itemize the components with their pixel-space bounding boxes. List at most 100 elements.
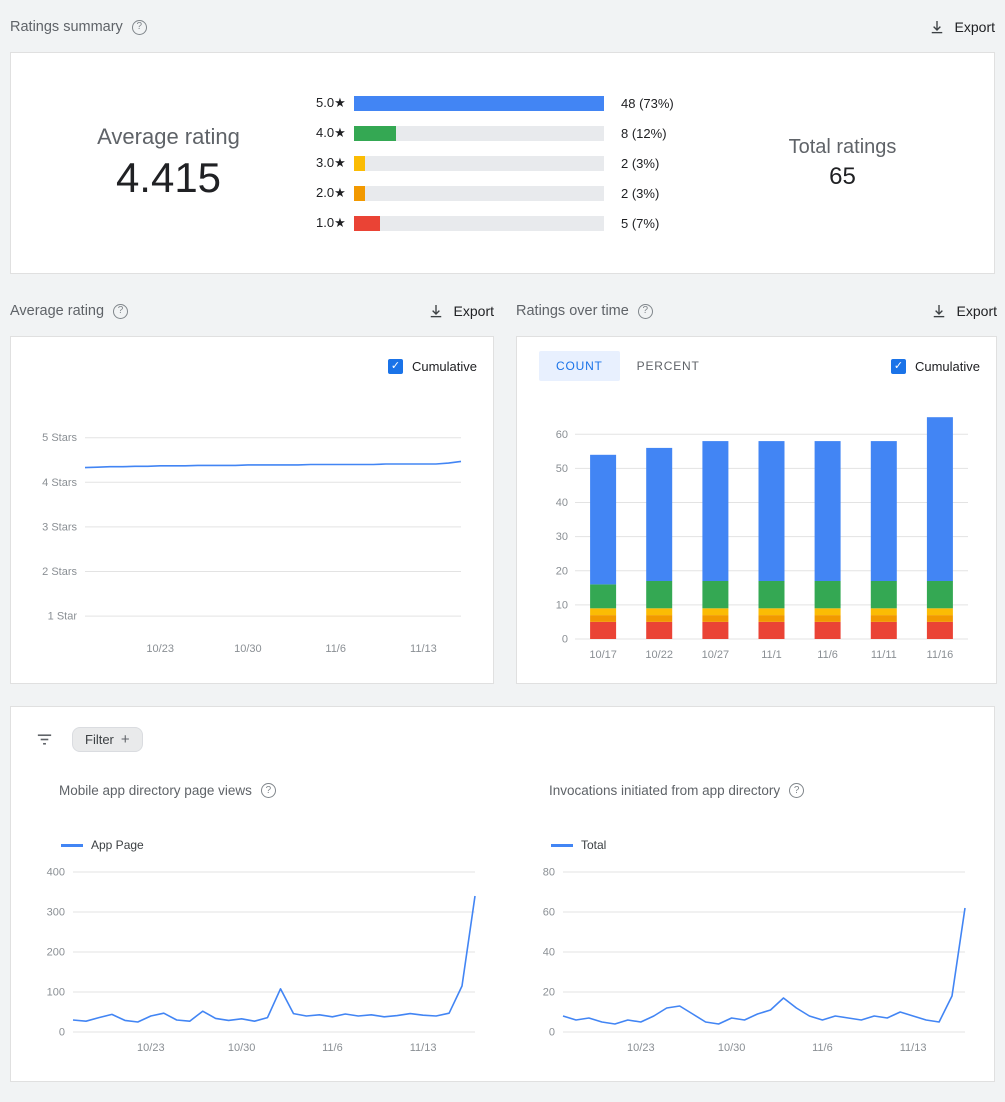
help-icon[interactable]: ?: [789, 783, 805, 798]
svg-text:11/16: 11/16: [927, 649, 954, 661]
cumulative-checkbox[interactable]: ✓ Cumulative: [387, 358, 477, 374]
export-ratings-summary-button[interactable]: Export: [928, 18, 995, 36]
rating-bar-fill: [354, 155, 365, 171]
export-average-rating-button[interactable]: Export: [427, 302, 494, 320]
svg-text:10: 10: [556, 599, 568, 611]
help-icon[interactable]: ?: [113, 303, 129, 319]
directory-usage-card: Filter + Mobile app directory page views…: [10, 706, 995, 1082]
ratings-over-time-column: Ratings over time ? Export COUNT: [516, 274, 997, 684]
svg-text:60: 60: [543, 907, 555, 919]
svg-text:3 Stars: 3 Stars: [42, 521, 77, 533]
average-rating-title: Average rating: [10, 303, 105, 319]
cumulative-checkbox[interactable]: ✓ Cumulative: [890, 358, 980, 374]
svg-text:10/23: 10/23: [627, 1042, 655, 1054]
export-label: Export: [453, 303, 494, 319]
export-label: Export: [954, 19, 995, 35]
charts-row: Average rating ? Export ✓ Cumula: [10, 274, 997, 684]
svg-text:20: 20: [543, 987, 555, 999]
ratings-over-time-card: COUNT PERCENT ✓ Cumulative 0 10 20 30 40 50 60…: [516, 336, 997, 684]
rating-bar-row: 4.0★ 8 (12%): [316, 118, 701, 148]
rating-bar-track: [354, 125, 604, 141]
rating-bar-fill: [354, 95, 604, 111]
ratings-over-time-title-group: Ratings over time ?: [516, 303, 653, 319]
download-icon: [928, 18, 946, 36]
rating-bar-row: 1.0★ 5 (7%): [316, 208, 701, 238]
checkbox-checked-icon: ✓: [387, 358, 403, 374]
average-rating-title-group: Average rating ?: [10, 303, 129, 319]
legend-label: Total: [581, 838, 607, 852]
svg-text:11/13: 11/13: [410, 1042, 437, 1054]
svg-text:11/6: 11/6: [322, 1042, 343, 1054]
tab-count[interactable]: COUNT: [539, 351, 620, 381]
ratings-summary-card: Average rating 4.415 5.0★ 48 (73%) 4.0★ 8 (…: [10, 52, 995, 274]
export-ratings-over-time-button[interactable]: Export: [930, 302, 997, 320]
svg-text:10/17: 10/17: [589, 649, 617, 661]
svg-text:10/30: 10/30: [718, 1042, 746, 1054]
rating-bar-label: 2.0★: [316, 185, 346, 200]
svg-text:400: 400: [47, 867, 65, 879]
page-views-title: Mobile app directory page views: [59, 783, 252, 798]
usage-charts-row: Mobile app directory page views ? App Pa…: [35, 783, 970, 1072]
svg-text:11/6: 11/6: [817, 649, 838, 661]
total-ratings-value: 65: [829, 162, 856, 190]
rating-bar-value: 2 (3%): [621, 155, 660, 171]
invocations-section: Invocations initiated from app directory…: [525, 783, 973, 1072]
download-icon: [427, 302, 445, 320]
app-directory-analytics-page: Ratings summary ? Export Average rating …: [0, 10, 1005, 1082]
svg-text:300: 300: [47, 907, 65, 919]
help-icon[interactable]: ?: [260, 783, 276, 798]
svg-text:50: 50: [556, 463, 568, 475]
svg-text:11/1: 11/1: [761, 649, 782, 661]
ratings-summary-title-group: Ratings summary ?: [10, 19, 147, 35]
filter-chip[interactable]: Filter +: [72, 726, 143, 752]
average-rating-column: Average rating ? Export ✓ Cumula: [10, 274, 494, 684]
rating-bar-row: 2.0★ 2 (3%): [316, 178, 701, 208]
filter-icon: [35, 730, 54, 749]
legend-line-icon: [551, 843, 573, 847]
svg-text:10/30: 10/30: [234, 643, 262, 655]
help-icon[interactable]: ?: [131, 19, 147, 35]
rating-bar-label: 3.0★: [316, 155, 346, 170]
page-views-legend: App Page: [61, 838, 483, 852]
cumulative-label: Cumulative: [914, 358, 980, 374]
svg-text:11/11: 11/11: [871, 649, 897, 661]
rating-bar-track: [354, 95, 604, 111]
rating-bar-fill: [354, 185, 365, 201]
tab-percent[interactable]: PERCENT: [636, 359, 700, 373]
svg-text:10/30: 10/30: [228, 1042, 256, 1054]
rating-bar-value: 5 (7%): [621, 215, 660, 231]
svg-text:10/22: 10/22: [645, 649, 673, 661]
svg-text:1 Star: 1 Star: [48, 611, 78, 623]
count-percent-tabs: COUNT PERCENT: [539, 351, 717, 381]
rating-bar-track: [354, 155, 604, 171]
legend-line-icon: [61, 843, 83, 847]
svg-text:10/27: 10/27: [702, 649, 730, 661]
average-rating-card: ✓ Cumulative 5 Stars 4 Stars 3 Stars 2 Star…: [10, 336, 494, 684]
help-icon[interactable]: ?: [637, 303, 653, 319]
svg-text:40: 40: [556, 497, 568, 509]
svg-text:100: 100: [47, 987, 65, 999]
page-views-title-group: Mobile app directory page views ?: [59, 783, 483, 798]
add-filter-icon: +: [120, 730, 130, 748]
rating-bar-row: 5.0★ 48 (73%): [316, 88, 701, 118]
svg-text:200: 200: [47, 947, 65, 959]
svg-text:0: 0: [549, 1027, 555, 1039]
average-rating-card-toolbar: ✓ Cumulative: [27, 351, 477, 381]
svg-text:11/13: 11/13: [410, 643, 437, 655]
svg-text:11/6: 11/6: [325, 643, 346, 655]
average-rating-chart: 5 Stars 4 Stars 3 Stars 2 Stars 1 Star 10/23 1…: [27, 391, 477, 683]
rating-bar-value: 48 (73%): [621, 95, 674, 111]
ratings-over-time-chart: 0 10 20 30 40 50 60 10/17 10/22 10/27 11/1 11/6 11/1…: [533, 391, 980, 683]
rating-bar-row: 3.0★ 2 (3%): [316, 148, 701, 178]
average-rating-value: 4.415: [115, 154, 222, 201]
rating-bar-fill: [354, 125, 396, 141]
invocations-title-group: Invocations initiated from app directory…: [549, 783, 973, 798]
legend-label: App Page: [91, 838, 144, 852]
svg-text:10/23: 10/23: [137, 1042, 165, 1054]
rating-bar-value: 8 (12%): [621, 125, 667, 141]
ratings-over-time-toolbar: COUNT PERCENT ✓ Cumulative: [533, 351, 980, 381]
svg-text:10/23: 10/23: [146, 643, 174, 655]
filter-label: Filter: [85, 731, 114, 747]
rating-bar-track: [354, 215, 604, 231]
rating-bar-label: 5.0★: [316, 95, 346, 110]
